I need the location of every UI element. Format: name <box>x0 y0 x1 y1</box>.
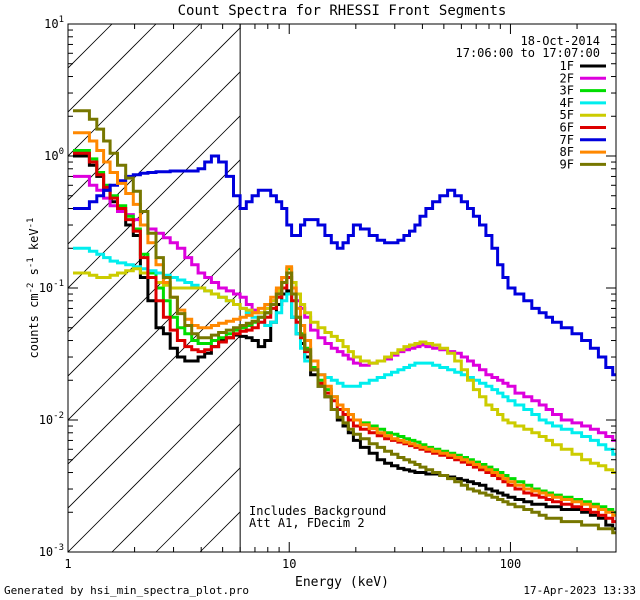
y-axis-label-exp: -1 <box>26 218 36 229</box>
y-tick-label: 100 <box>44 147 64 163</box>
footer-timestamp: 17-Apr-2023 13:33 <box>523 584 636 597</box>
legend-label-9F: 9F <box>560 157 574 171</box>
legend-label-4F: 4F <box>560 96 574 110</box>
y-axis-label-exp: -1 <box>26 257 36 268</box>
legend-label-8F: 8F <box>560 145 574 159</box>
axis-tick-labels: 1 10 100 10-3 10-2 10-1 100 101 <box>39 15 522 571</box>
x-tick-label: 10 <box>282 557 296 571</box>
y-tick-label: 10-3 <box>39 543 64 559</box>
y-axis-label-part: keV <box>27 228 41 257</box>
series-line-7F <box>73 154 616 377</box>
legend-label-5F: 5F <box>560 108 574 122</box>
axis-ticks <box>67 23 617 553</box>
annotation-background: Includes Background <box>249 504 386 518</box>
hatch-line <box>68 71 241 245</box>
hatch-line <box>68 159 241 333</box>
legend-label-1F: 1F <box>560 59 574 73</box>
series-line-9F <box>73 109 616 535</box>
y-tick-label: 101 <box>44 15 64 31</box>
legend-label-6F: 6F <box>560 121 574 135</box>
chart-title: Count Spectra for RHESSI Front Segments <box>178 3 507 19</box>
y-axis-label-part: counts cm <box>27 293 41 358</box>
series-line-4F <box>73 246 616 456</box>
legend-date: 18-Oct-2014 <box>521 34 600 48</box>
y-axis-label-exp: -2 <box>26 283 36 294</box>
x-axis-label: Energy (keV) <box>295 575 389 590</box>
y-tick-label: 10-2 <box>39 411 64 427</box>
y-tick-label: 10-1 <box>39 279 64 295</box>
annotation-attenuator: Att A1, FDecim 2 <box>249 516 365 530</box>
series-line-2F <box>73 174 616 442</box>
series-group <box>73 109 616 535</box>
legend-label-7F: 7F <box>560 133 574 147</box>
hatch-line <box>68 27 241 201</box>
hatch-line <box>111 423 241 552</box>
x-tick-label: 1 <box>64 557 71 571</box>
legend-time-range: 17:06:00 to 17:07:00 <box>456 46 601 60</box>
hatch-line <box>68 24 201 157</box>
footer-generated-by: Generated by hsi_min_spectra_plot.pro <box>4 584 249 597</box>
legend-label-2F: 2F <box>560 71 574 85</box>
y-axis-label-part: s <box>27 268 41 282</box>
x-tick-label: 100 <box>500 557 522 571</box>
hatch-line <box>68 379 241 552</box>
series-line-5F <box>73 267 616 474</box>
y-axis-label: counts cm-2 s-1 keV-1 <box>26 218 41 359</box>
legend-label-3F: 3F <box>560 84 574 98</box>
hatch-line <box>68 335 241 509</box>
